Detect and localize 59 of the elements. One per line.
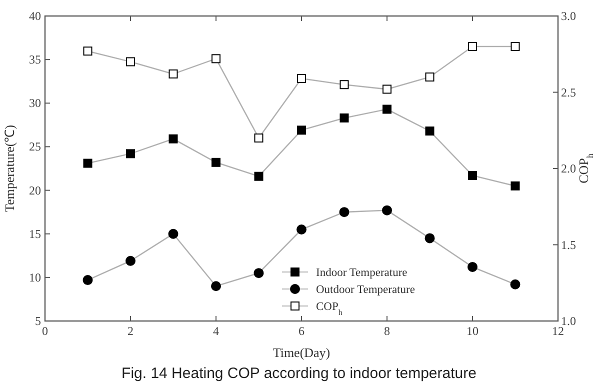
y-tick-label: 35 (29, 52, 41, 67)
point (297, 126, 306, 135)
y-tick-label: 10 (29, 270, 41, 284)
y2-tick-label: 2.5 (561, 85, 576, 100)
y-tick-label: 25 (29, 140, 41, 154)
point (211, 281, 221, 292)
x-tick-label: 8 (384, 324, 390, 338)
point (126, 57, 135, 66)
caption: Fig. 14 Heating COP according to indoor temperature (122, 365, 476, 382)
point (468, 42, 477, 51)
point (425, 126, 434, 136)
point (382, 104, 392, 114)
y-tick-label: 15 (29, 226, 41, 241)
point (168, 69, 178, 78)
y-tick-label: 30 (29, 96, 41, 110)
x-axis-title: Time(Day) (272, 345, 330, 360)
point (168, 228, 178, 239)
point (126, 256, 136, 266)
x-tick-label: 12 (552, 324, 564, 338)
point (340, 113, 349, 122)
point (468, 262, 478, 272)
legend-label: Indoor Temperature (316, 267, 408, 279)
point (254, 172, 264, 181)
point (340, 80, 349, 90)
y2-tick-label: 2.0 (561, 162, 576, 176)
point (254, 134, 264, 142)
y2-tick-label: 3.0 (561, 9, 576, 23)
point (510, 181, 520, 190)
x-tick-label: 0 (42, 324, 48, 338)
point (296, 224, 306, 234)
point (382, 205, 392, 216)
point (212, 54, 220, 64)
x-tick-label: 6 (298, 324, 304, 338)
point (510, 279, 520, 290)
y2-tick-label: 1.5 (561, 238, 576, 252)
point (168, 134, 178, 144)
point (297, 74, 306, 84)
y-tick-label: 5 (35, 314, 41, 328)
x-tick-label: 2 (128, 324, 134, 338)
x-tick-label: 4 (213, 324, 219, 338)
point (468, 170, 477, 180)
legend-label: COP$_{h}$ (316, 301, 342, 316)
y-tick-label: 20 (29, 183, 41, 198)
point (425, 72, 434, 82)
point (82, 275, 93, 286)
point (424, 233, 435, 244)
point (83, 158, 92, 168)
point (339, 207, 350, 218)
y2-tick-label: 1.0 (561, 314, 576, 328)
y-tick-label: 40 (29, 9, 41, 23)
point (126, 149, 135, 158)
x-tick-label: 10 (466, 324, 478, 338)
point (212, 158, 220, 167)
point (510, 42, 520, 51)
point (254, 268, 264, 278)
legend-label: Outdoor Temperature (316, 284, 415, 296)
point (83, 46, 92, 56)
point (382, 84, 392, 94)
y-axis-title: Temperature(℃) (2, 124, 17, 212)
